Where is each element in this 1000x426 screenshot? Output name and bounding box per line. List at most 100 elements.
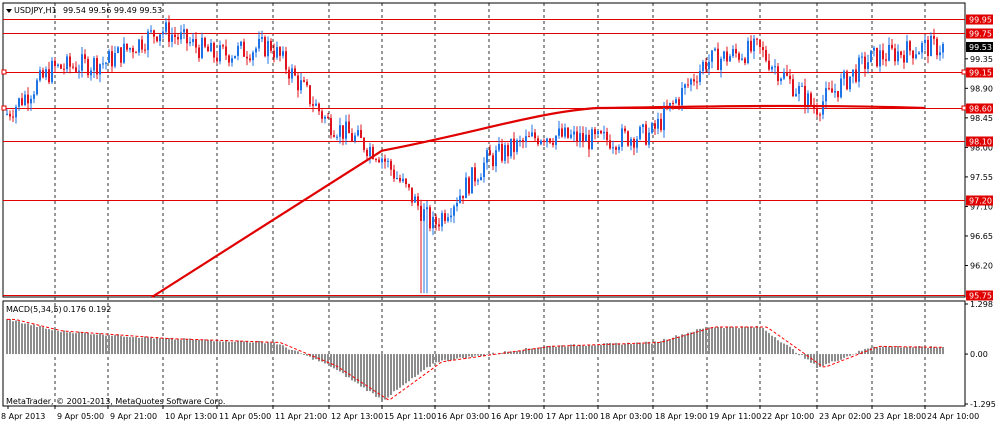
macd-bar [567, 346, 569, 355]
bull-candle [81, 54, 83, 71]
bull-candle [30, 98, 32, 104]
bull-candle [690, 79, 692, 85]
macd-bar [324, 354, 326, 364]
macd-bar [780, 342, 782, 355]
macd-bar [294, 350, 296, 355]
bear-candle [363, 138, 365, 150]
bear-candle [333, 135, 335, 137]
macd-bar [297, 351, 299, 355]
macd-bar [639, 342, 641, 355]
macd-bar [147, 337, 149, 355]
macd-bar [519, 350, 521, 355]
bear-candle [120, 47, 122, 63]
bear-candle [933, 35, 935, 39]
bear-candle [507, 145, 509, 157]
bear-candle [153, 30, 155, 37]
macd-bar [366, 354, 368, 391]
bull-candle [24, 94, 26, 106]
time-tick-label: 18 Apr 03:00 [600, 412, 652, 421]
bull-candle [276, 47, 278, 58]
bull-candle [657, 118, 659, 129]
bull-candle [159, 34, 161, 42]
bear-candle [864, 56, 866, 69]
bear-candle [204, 37, 206, 47]
macd-bar [576, 346, 578, 355]
macd-signal-line [7, 318, 943, 401]
bull-candle [564, 127, 566, 137]
level-marker [966, 103, 993, 114]
bull-candle [774, 66, 776, 68]
bear-candle [360, 130, 362, 139]
level-label: 95.75 [969, 292, 992, 301]
macd-tick-label: 1.298 [970, 300, 993, 309]
macd-bar [756, 326, 758, 355]
bull-candle [825, 88, 827, 102]
macd-bar [612, 343, 614, 355]
level-handle[interactable] [961, 105, 967, 111]
bull-candle [708, 61, 710, 70]
macd-bar [27, 323, 29, 355]
bear-candle [831, 88, 833, 93]
macd-bar [45, 328, 47, 355]
bull-candle [498, 144, 500, 151]
bear-candle [765, 49, 767, 61]
bear-candle [168, 22, 170, 42]
macd-bar [675, 335, 677, 355]
bull-candle [33, 94, 35, 99]
macd-bar [918, 346, 920, 355]
time-tick-label: 9 Apr 05:00 [57, 412, 104, 421]
bear-candle [405, 178, 407, 185]
macd-bar [732, 327, 734, 355]
macd-bar [741, 326, 743, 355]
bull-candle [18, 98, 20, 107]
bear-candle [543, 140, 545, 143]
bull-candle [219, 45, 221, 62]
macd-bar [21, 323, 23, 355]
macd-bar [630, 344, 632, 355]
bear-candle [837, 91, 839, 98]
time-tick-label: 11 Apr 21:00 [275, 412, 327, 421]
bull-candle [66, 56, 68, 70]
moving-average-line [151, 104, 926, 298]
time-axis: 8 Apr 2013 9 Apr 05:00 9 Apr 21:00 10 Apr 1… [1, 406, 979, 421]
bull-candle [381, 158, 383, 163]
macd-bar [204, 339, 206, 355]
bull-candle [138, 39, 140, 53]
bear-candle [141, 39, 143, 50]
macd-bar [495, 353, 497, 355]
bull-candle [105, 62, 107, 64]
level-handle[interactable] [961, 69, 967, 75]
bear-candle [786, 72, 788, 76]
macd-bar [615, 342, 617, 355]
level-marker [966, 136, 993, 147]
macd-bar [837, 354, 839, 361]
macd-bar [678, 336, 680, 355]
macd-histogram [6, 318, 944, 401]
macd-bar [375, 354, 377, 397]
bear-candle [12, 116, 14, 118]
macd-bar [696, 329, 698, 355]
macd-bar [201, 339, 203, 355]
collapse-triangle-icon[interactable] [6, 9, 12, 13]
macd-bar [402, 354, 404, 386]
level-handle[interactable] [1, 69, 7, 75]
bull-candle [183, 29, 185, 33]
macd-bar [534, 348, 536, 355]
bear-candle [198, 47, 200, 59]
macd-bar [192, 340, 194, 355]
macd-bar [90, 334, 92, 355]
bull-candle [6, 113, 8, 115]
bear-candle [660, 118, 662, 131]
bear-candle [927, 39, 929, 57]
level-handle[interactable] [1, 105, 7, 111]
bear-candle [96, 58, 98, 75]
macd-bar [750, 326, 752, 355]
macd-bar [267, 342, 269, 355]
macd-bar [867, 348, 869, 355]
macd-bar [927, 348, 929, 355]
bull-candle [747, 40, 749, 64]
macd-bar [651, 343, 653, 355]
bull-candle [210, 43, 212, 52]
bear-candle [222, 45, 224, 47]
